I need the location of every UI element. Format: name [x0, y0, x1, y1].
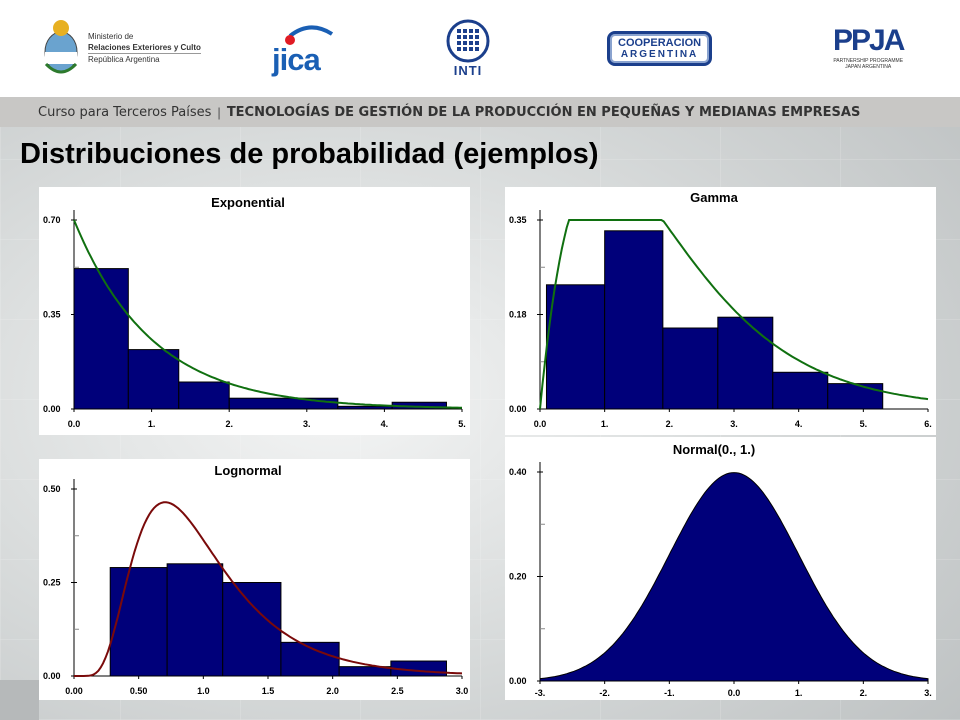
exponential-chart: Exponential 0.00 0.35 0.70 0.0 1. 2. 3. 4. 5. [43, 195, 466, 429]
x-tick-label: 3. [924, 688, 932, 698]
x-tick-label: 2. [860, 688, 868, 698]
ppja-mark: PPJA [833, 24, 905, 57]
y-tick-label: 0.00 [43, 404, 61, 414]
x-tick-label: 4. [381, 419, 389, 429]
x-tick-label: 2.0 [326, 686, 339, 696]
exponential-chart-panel: Exponential 0.00 0.35 0.70 0.0 1. 2. 3. 4. 5. [39, 187, 470, 435]
y-tick-label: 0.00 [43, 671, 61, 681]
x-tick-label: 0.0 [534, 419, 547, 429]
x-tick-label: 0.50 [130, 686, 148, 696]
jica-wordmark: jica [272, 42, 321, 77]
y-tick-label: 0.35 [509, 215, 527, 225]
chart-title: Gamma [690, 190, 738, 205]
cooperacion-line2: ARGENTINA [620, 48, 699, 60]
y-tick-label: 0.00 [509, 404, 527, 414]
density-curve [73, 219, 462, 409]
x-tick-label: -2. [599, 688, 610, 698]
ppja-line1: PARTNERSHIP PROGRAMME [833, 58, 904, 64]
y-tick-label: 0.00 [509, 676, 527, 686]
x-tick-label: 1. [601, 419, 609, 429]
x-tick-label: -3. [535, 688, 546, 698]
x-tick-label: 2. [225, 419, 233, 429]
x-tick-label: 4. [795, 419, 803, 429]
y-tick-label: 0.20 [509, 572, 527, 582]
x-tick-label: 1.0 [197, 686, 210, 696]
chart-title: Exponential [211, 195, 285, 210]
y-tick-label: 0.25 [43, 578, 61, 588]
bottom-strip-left [0, 680, 39, 720]
histogram-bar [717, 316, 774, 410]
density-curve [74, 501, 463, 677]
histogram-bar [166, 563, 224, 677]
gamma-chart-panel: Gamma 0.00 0.18 0.35 0.0 1. 2. 3. 4. 5. 6. [505, 187, 936, 435]
density-curve [539, 219, 929, 410]
x-tick-label: 6. [924, 419, 932, 429]
histogram-bar [545, 284, 606, 410]
x-tick-label: 0.0 [728, 688, 741, 698]
histogram-bar [127, 349, 180, 410]
x-tick-label: 5. [458, 419, 466, 429]
x-tick-label: 1. [148, 419, 156, 429]
y-tick-label: 0.35 [43, 310, 61, 320]
histogram-bar [228, 397, 339, 410]
inti-wordmark: INTI [453, 62, 483, 78]
chart-title: Lognormal [214, 463, 281, 478]
chart-title: Normal(0., 1.) [673, 442, 755, 457]
gamma-chart: Gamma 0.00 0.18 0.35 0.0 1. 2. 3. 4. 5. 6. [509, 190, 932, 429]
x-tick-label: 2.5 [391, 686, 404, 696]
jica-logo: jica [270, 8, 342, 88]
coat-of-arms-icon [44, 20, 78, 74]
inti-grid-icon [446, 19, 490, 62]
ministry-line1: Ministerio de [88, 32, 134, 41]
course-separator: | [217, 104, 221, 120]
course-title: TECNOLOGÍAS DE GESTIÓN DE LA PRODUCCIÓN … [226, 104, 861, 120]
inti-logo: INTI [445, 8, 491, 88]
header-logo-bar: Ministerio de Relaciones Exteriores y Cu… [0, 0, 960, 97]
course-label: Curso para Terceros Países [38, 104, 212, 120]
y-tick-label: 0.50 [43, 484, 61, 494]
normal-chart: Normal(0., 1.) 0.00 0.20 0.40 -3. -2. -1. 0.0 1.… [509, 442, 932, 698]
lognormal-chart: Lognormal 0.00 0.25 0.50 0.00 0.50 1.0 1.5 2.0 2.… [43, 463, 469, 696]
x-tick-label: 3. [303, 419, 311, 429]
y-tick-label: 0.70 [43, 215, 61, 225]
histogram-bar [772, 371, 829, 410]
cooperacion-line1: COOPERACION [618, 36, 702, 49]
histogram-bar [222, 582, 282, 677]
histogram-bar [604, 230, 664, 410]
histogram-bar [337, 405, 393, 410]
cooperacion-logo: COOPERACION ARGENTINA [607, 8, 713, 88]
jica-swoosh-icon [285, 25, 334, 45]
x-tick-label: 2. [666, 419, 674, 429]
x-tick-label: 0.00 [65, 686, 83, 696]
ministry-logo: Ministerio de Relaciones Exteriores y Cu… [40, 8, 201, 88]
ministry-line2: Relaciones Exteriores y Culto [88, 43, 201, 52]
x-tick-label: -1. [664, 688, 675, 698]
histogram-bar [827, 383, 884, 410]
histogram-bar [178, 381, 230, 410]
histogram-bar [109, 567, 168, 677]
lognormal-chart-panel: Lognormal 0.00 0.25 0.50 0.00 0.50 1.0 1.5 2.0 2.… [39, 459, 470, 700]
x-tick-label: 3.0 [456, 686, 469, 696]
x-tick-label: 1. [795, 688, 803, 698]
histogram-bar [662, 327, 719, 410]
x-tick-label: 5. [860, 419, 868, 429]
slide-title: Distribuciones de probabilidad (ejemplos… [20, 138, 599, 170]
x-tick-label: 1.5 [262, 686, 275, 696]
x-tick-label: 3. [730, 419, 738, 429]
normal-chart-panel: Normal(0., 1.) 0.00 0.20 0.40 -3. -2. -1. 0.0 1.… [505, 437, 936, 700]
ministry-line3: República Argentina [88, 53, 201, 65]
y-tick-label: 0.40 [509, 467, 527, 477]
density-area [539, 472, 929, 682]
course-bar: Curso para Terceros Países | TECNOLOGÍAS… [0, 97, 960, 127]
histogram-bar [73, 268, 129, 410]
x-tick-label: 0.0 [68, 419, 81, 429]
ppja-logo: PPJA PARTNERSHIP PROGRAMME JAPAN ARGENTI… [833, 8, 905, 88]
y-tick-label: 0.18 [509, 310, 527, 320]
ppja-line2: JAPAN ARGENTINA [845, 64, 892, 70]
